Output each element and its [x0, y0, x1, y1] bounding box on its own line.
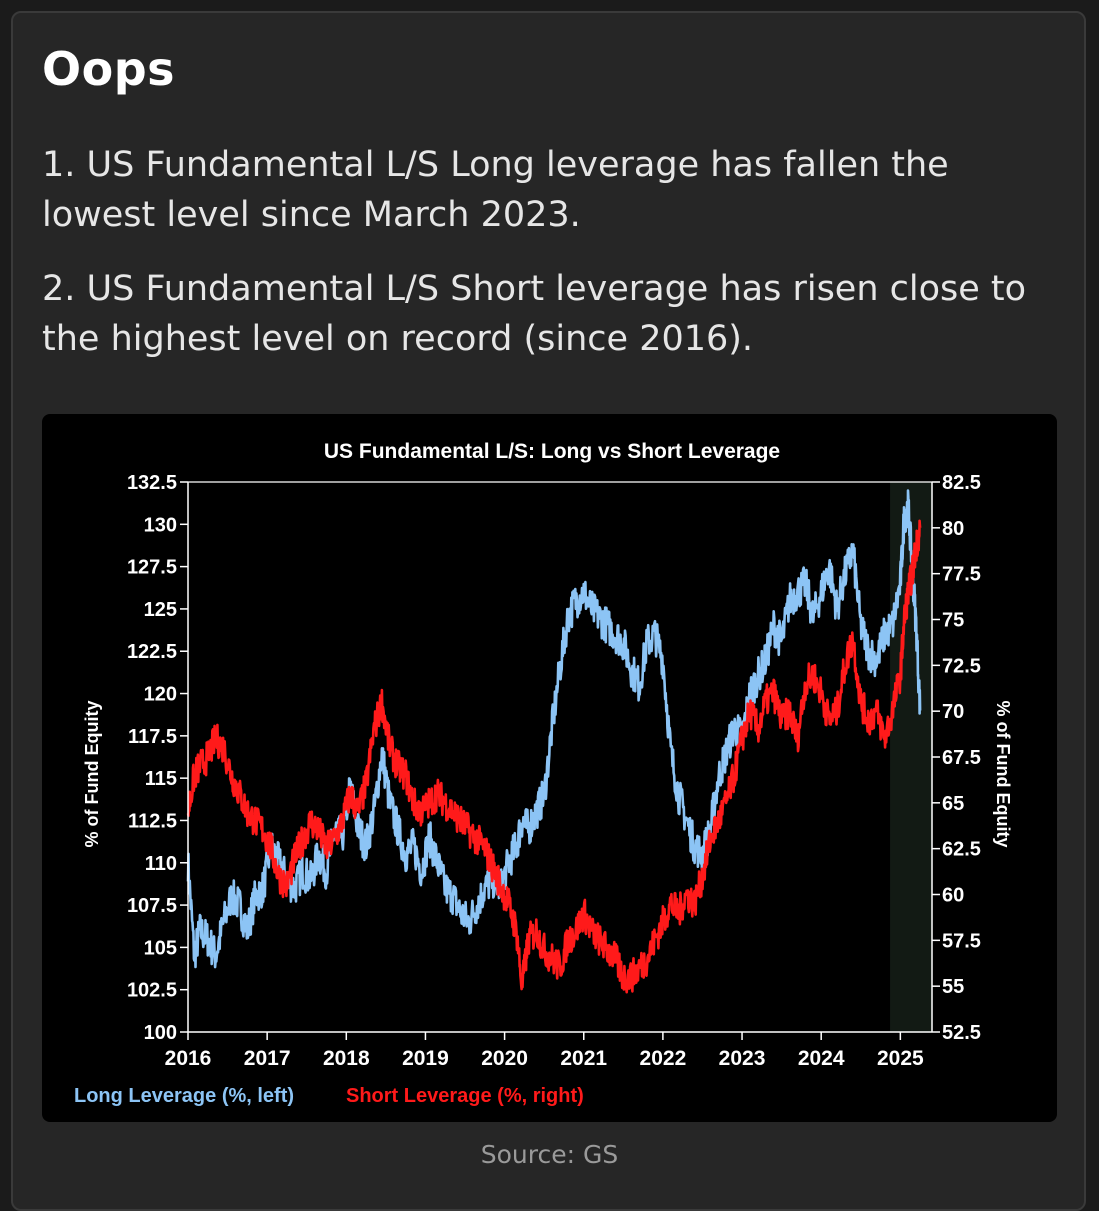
right-tick-label: 70 — [942, 701, 964, 723]
x-tick-label: 2019 — [402, 1047, 449, 1070]
post-paragraph-2: 2. US Fundamental L/S Short leverage has… — [42, 269, 1027, 359]
x-tick-label: 2025 — [877, 1047, 924, 1070]
right-tick-label: 62.5 — [942, 839, 981, 861]
leverage-chart: 100 102.5 105 107.5 110 112.5 115 117.5 120 122.5… — [74, 440, 1013, 1107]
left-tick-label: 122.5 — [127, 641, 177, 663]
left-tick-label: 130 — [144, 514, 177, 536]
left-tick-label: 117.5 — [128, 726, 177, 748]
x-tick-label: 2023 — [719, 1047, 766, 1070]
source-caption: Source: GS — [480, 1140, 619, 1169]
left-tick-label: 110 — [145, 853, 177, 875]
long-leverage-line — [186, 489, 922, 969]
x-tick-label: 2016 — [165, 1047, 212, 1070]
post-paragraph-1: 1. US Fundamental L/S Long leverage has … — [42, 145, 949, 235]
x-tick-label: 2017 — [244, 1047, 291, 1070]
right-tick-label: 57.5 — [942, 930, 981, 952]
left-tick-label: 102.5 — [127, 980, 177, 1002]
right-tick-label: 82.5 — [942, 472, 981, 494]
right-tick-label: 77.5 — [942, 564, 981, 586]
y-axis-label-right: % of Fund Equity — [993, 701, 1013, 848]
right-tick-label: 67.5 — [942, 747, 981, 769]
chart-image[interactable]: 100 102.5 105 107.5 110 112.5 115 117.5 120 122.5… — [42, 414, 1057, 1122]
left-tick-label: 115 — [145, 768, 177, 790]
short-leverage-line — [186, 519, 922, 994]
left-tick-label: 107.5 — [127, 895, 177, 917]
left-tick-label: 105 — [144, 937, 177, 959]
x-tick-label: 2024 — [798, 1047, 845, 1070]
legend-short-leverage: Short Leverage (%, right) — [346, 1085, 584, 1107]
left-tick-label: 127.5 — [127, 557, 177, 579]
chart-title: US Fundamental L/S: Long vs Short Levera… — [324, 440, 780, 463]
right-tick-label: 60 — [942, 885, 964, 907]
right-tick-label: 52.5 — [942, 1022, 981, 1044]
legend-long-leverage: Long Leverage (%, left) — [74, 1085, 294, 1107]
left-tick-label: 120 — [144, 684, 177, 706]
left-tick-label: 112.5 — [128, 810, 177, 832]
x-tick-label: 2018 — [323, 1047, 370, 1070]
y-axis-label-left: % of Fund Equity — [82, 701, 102, 848]
post-heading: Oops — [42, 42, 176, 96]
right-tick-label: 75 — [942, 610, 964, 632]
left-tick-label: 100 — [144, 1022, 177, 1044]
right-tick-label: 72.5 — [942, 655, 981, 677]
x-tick-label: 2020 — [481, 1047, 528, 1070]
right-tick-label: 55 — [942, 976, 964, 998]
x-tick-label: 2021 — [560, 1047, 607, 1070]
x-tick-label: 2022 — [640, 1047, 687, 1070]
left-tick-label: 125 — [144, 599, 177, 621]
right-tick-label: 65 — [942, 793, 964, 815]
right-tick-label: 80 — [942, 518, 964, 540]
left-tick-label: 132.5 — [127, 472, 177, 494]
